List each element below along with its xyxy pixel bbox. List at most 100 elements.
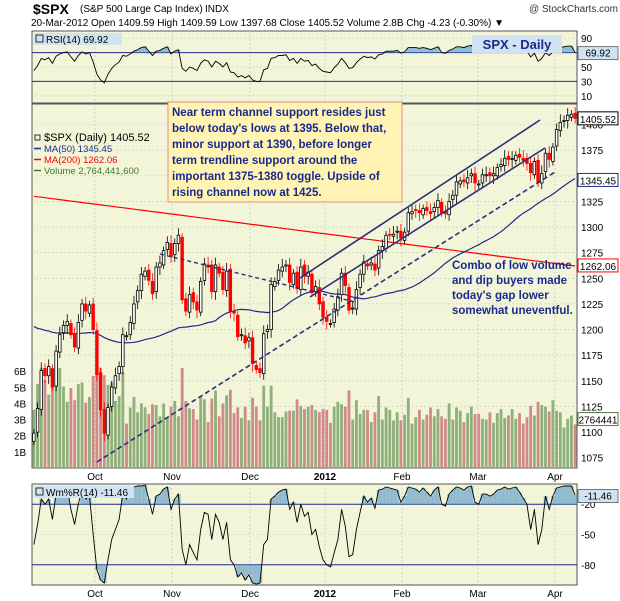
williams-overbought-fill	[513, 487, 518, 505]
rsi-overbought-fill	[436, 46, 441, 53]
williams-overbought-fill	[135, 486, 140, 505]
volume-bar	[206, 421, 210, 468]
candle	[210, 259, 214, 299]
candle	[280, 258, 284, 278]
candle-body	[265, 329, 270, 333]
candle	[247, 332, 251, 349]
williams-tick-label: -20	[581, 500, 596, 511]
candle-body	[287, 264, 292, 283]
candle-body	[106, 407, 110, 436]
candle	[232, 303, 236, 322]
candle-body	[210, 264, 214, 293]
candle	[176, 228, 181, 252]
candle	[339, 268, 344, 302]
volume-bar	[284, 411, 288, 468]
volume-bar	[351, 419, 355, 468]
williams-overbought-fill	[165, 487, 170, 505]
volume-bar	[321, 409, 325, 468]
volume-bar	[495, 413, 499, 468]
candle	[106, 403, 110, 440]
price-tick-label: 1225	[581, 300, 604, 311]
volume-value-tag-text: 2764441	[579, 416, 618, 427]
candle	[72, 327, 77, 353]
candle	[514, 151, 518, 165]
candle-body	[350, 307, 355, 310]
volume-bar	[518, 413, 521, 468]
ma200-price-tag: 1262.06	[577, 258, 619, 273]
candle-body	[291, 272, 296, 285]
candle	[65, 314, 69, 334]
rsi-overbought-fill	[458, 46, 463, 53]
candle	[224, 262, 229, 297]
month-label-bottom-Mar: Mar	[469, 589, 487, 600]
williams-oversold-fill	[250, 564, 255, 583]
candle-body	[469, 173, 474, 177]
candle-body	[499, 164, 503, 167]
candle	[480, 168, 485, 189]
williams-overbought-fill	[480, 494, 485, 505]
candle-body	[54, 350, 58, 387]
candle	[343, 266, 347, 294]
candle	[410, 203, 414, 220]
month-labels: Oct Oct Nov Nov Dec Dec 2012 2012 Feb Feb Mar Mar Ap…	[87, 472, 563, 600]
month-label-Mar: Mar	[469, 472, 487, 483]
candle-body	[254, 365, 259, 370]
candle	[95, 322, 99, 381]
candle	[198, 277, 203, 317]
volume-bar	[317, 412, 321, 468]
williams-oversold-fill	[98, 564, 103, 580]
volume-bar	[243, 406, 247, 468]
volume-bar	[340, 404, 343, 468]
williams-overbought-fill	[565, 486, 570, 505]
volume-bar	[43, 380, 47, 468]
volume-bar	[336, 401, 340, 468]
volume-bar	[451, 419, 455, 468]
candle-body	[58, 334, 62, 353]
rsi-overbought-fill	[406, 47, 411, 53]
candle-body	[554, 129, 559, 147]
price-tick-label: 1125	[581, 402, 603, 413]
williams-overbought-fill	[365, 502, 370, 505]
candle-body	[540, 173, 544, 184]
williams-overbought-fill	[465, 487, 470, 505]
volume-bar	[369, 421, 373, 468]
rsi-overbought-fill	[410, 47, 415, 53]
volume-bar	[514, 418, 518, 468]
candle-body	[224, 270, 229, 292]
volume-bar	[50, 379, 54, 468]
close-price-tag: 1405.52	[577, 111, 619, 126]
candle-body	[173, 243, 177, 256]
volume-value-tag-box	[577, 412, 619, 427]
volume-tick-label: 2B	[14, 432, 27, 443]
volume-tick-label: 1B	[14, 448, 27, 459]
candle-body	[358, 273, 362, 288]
candle	[532, 157, 537, 179]
volume-bar	[225, 395, 229, 468]
candle-body	[384, 234, 388, 249]
candle	[477, 179, 481, 190]
williams-label: Wm%R(14) -11.46	[46, 488, 128, 499]
williams-oversold-fill	[247, 564, 252, 575]
candle	[187, 286, 192, 319]
month-label-bottom-2012: 2012	[314, 589, 337, 600]
volume-value-tag: 2764441	[577, 412, 619, 427]
rsi-overbought-fill	[417, 48, 422, 53]
candle-body	[132, 303, 136, 324]
candle	[428, 203, 433, 220]
candle-body	[395, 230, 399, 233]
candle	[184, 292, 188, 317]
rsi-overbought-fill	[172, 51, 177, 53]
candle	[484, 166, 488, 182]
candle-body	[43, 368, 47, 377]
candle	[506, 151, 511, 167]
candle-body	[510, 157, 514, 160]
rsi-overbought-fill	[565, 46, 570, 53]
williams-overbought-fill	[462, 490, 467, 505]
volume-bar	[273, 412, 277, 468]
volume-bar	[221, 403, 225, 468]
volume-bar	[484, 419, 488, 468]
rsi-label: RSI(14) 69.92	[46, 35, 109, 46]
williams-overbought-fill	[506, 489, 511, 505]
candle-body	[536, 159, 540, 183]
